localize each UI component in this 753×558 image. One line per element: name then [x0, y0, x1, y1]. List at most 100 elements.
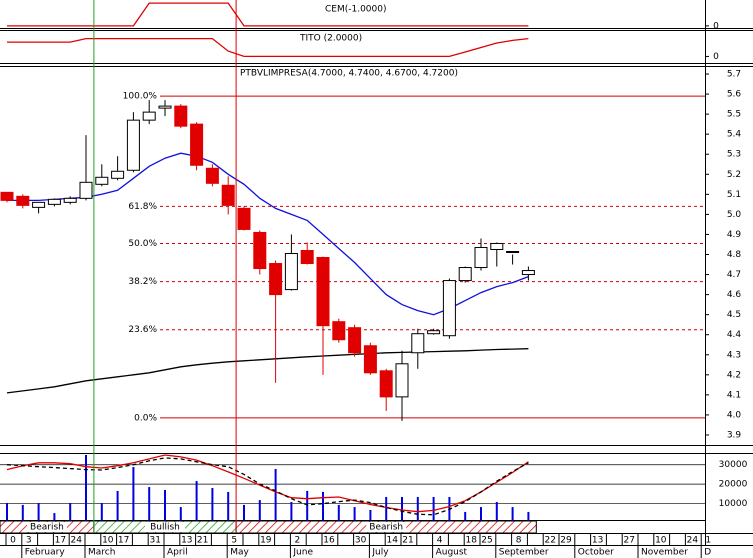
candle-body [458, 267, 472, 282]
month-label: October [578, 548, 614, 558]
y-tick-label: 0 [713, 21, 719, 31]
candle-body [316, 257, 330, 327]
moving-average [6, 348, 529, 394]
candle-body [411, 333, 425, 354]
candle-body [47, 198, 61, 205]
candle-body [474, 246, 488, 269]
month-label: July [371, 548, 389, 558]
regime-label-bg [145, 522, 185, 532]
candle-body [63, 197, 77, 203]
month-label: June [292, 548, 313, 558]
x-tick-label: 22 [544, 536, 555, 546]
candle-body [190, 123, 204, 166]
x-tick-label: 30 [355, 536, 367, 546]
month-label: March [88, 548, 115, 558]
x-tick-label: 16 [323, 536, 335, 546]
x-tick-label: 24 [687, 536, 699, 546]
y-tick-label: 4.6 [727, 290, 742, 300]
x-tick-label: 10 [102, 536, 114, 546]
candle-body [126, 119, 140, 171]
x-tick-label: 25 [481, 536, 492, 546]
candle-body [237, 207, 251, 230]
month-label: February [25, 548, 66, 558]
candle-body [221, 184, 235, 206]
x-tick-label: 1 [705, 536, 711, 546]
y-tick-label: 3.9 [727, 430, 742, 440]
month-label: September [499, 548, 549, 558]
candle-body [521, 270, 535, 276]
month-label: April [167, 548, 188, 558]
candle-body [284, 252, 298, 291]
y-tick-label: 4.0 [727, 410, 742, 420]
candle-body [363, 345, 377, 374]
fib-label: 0.0% [134, 413, 157, 423]
y-tick-label: 4.5 [727, 310, 741, 320]
x-tick-label: 13 [592, 536, 603, 546]
candle-body [32, 201, 46, 208]
candle-body [490, 242, 504, 250]
y-tick-label: 5.0 [727, 210, 742, 220]
y-tick-label: 5.4 [727, 130, 742, 140]
panel-title: CEM(-1.0000) [325, 5, 387, 15]
y-tick-label: 4.2 [727, 370, 741, 380]
candle-body [79, 181, 93, 199]
y-tick-label: 10000 [719, 499, 748, 509]
candle-body [506, 250, 520, 253]
x-tick-label: 31 [149, 536, 160, 546]
x-tick-label: 5 [231, 536, 237, 546]
candle-body [269, 263, 283, 296]
candle-body [395, 363, 409, 398]
regime-label: Bearish [369, 523, 403, 533]
x-tick-label: 8 [516, 536, 522, 546]
y-tick-label: 4.4 [727, 330, 742, 340]
candle-body [379, 370, 393, 398]
y-tick-label: 30000 [719, 460, 748, 470]
x-tick-label: 3 [26, 536, 32, 546]
x-tick-label: 17 [118, 536, 129, 546]
regime-label-bg [366, 522, 407, 532]
fib-label: 23.6% [128, 325, 157, 335]
x-tick-label: 13 [181, 536, 192, 546]
y-tick-label: 5.3 [727, 150, 741, 160]
candle-body [95, 176, 109, 185]
frame [0, 0, 753, 546]
regime-label-bg [26, 522, 67, 532]
x-tick-label: 21 [197, 536, 208, 546]
y-tick-label: 4.9 [727, 230, 742, 240]
indicator-line [7, 37, 529, 58]
y-tick-label: 5.5 [727, 110, 741, 120]
y-tick-label: 5.6 [727, 90, 742, 100]
y-tick-label: 4.1 [727, 390, 741, 400]
x-tick-label: 10 [655, 536, 667, 546]
x-tick-label: 21 [402, 536, 413, 546]
x-tick-label: 27 [623, 536, 634, 546]
candle-body [16, 195, 30, 206]
y-tick-label: 5.7 [727, 70, 741, 80]
x-tick-label: 18 [465, 536, 477, 546]
candle-body [142, 111, 156, 121]
fib-label: 50.0% [128, 239, 157, 249]
y-tick-label: 5.1 [727, 190, 741, 200]
candle-body [332, 321, 346, 341]
candle-body [442, 280, 456, 337]
fib-label: 61.8% [128, 202, 157, 212]
y-tick-label: 0 [713, 52, 719, 62]
panel-title: TITO (2.0000) [299, 34, 362, 44]
y-tick-label: 4.3 [727, 350, 741, 360]
candle-body [158, 105, 172, 109]
indicator-line [7, 2, 529, 27]
month-label: D [704, 548, 711, 558]
fib-label: 100.0% [123, 92, 158, 102]
candle-body [205, 167, 219, 184]
x-tick-label: 19 [260, 536, 272, 546]
chart-title: PTBVLIMPRESA(4.7000, 4.7400, 4.6700, 4.7… [240, 69, 458, 79]
x-tick-label: 0 [10, 536, 16, 546]
y-tick-label: 20000 [719, 480, 748, 490]
x-tick-label: 24 [70, 536, 82, 546]
candle-body [0, 191, 14, 201]
x-tick-label: 4 [437, 536, 443, 546]
candle-body [300, 249, 314, 265]
y-tick-label: 4.8 [727, 250, 742, 260]
candle-body [253, 231, 267, 270]
